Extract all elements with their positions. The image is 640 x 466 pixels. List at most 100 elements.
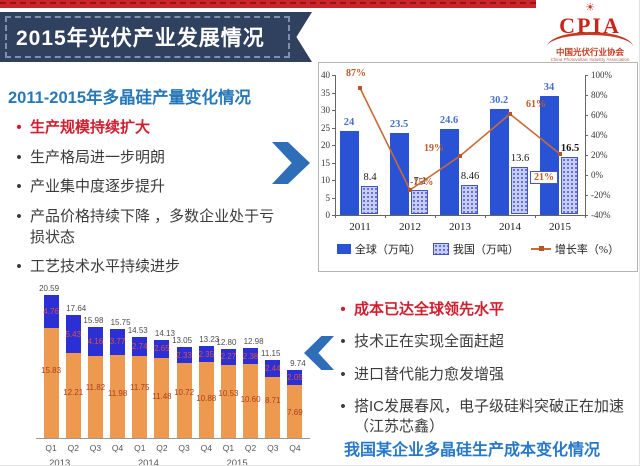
- lower-label-9: 10.53: [218, 388, 239, 398]
- stack-bar-upper-7: [176, 347, 192, 364]
- quarter-label-10: Q2: [244, 443, 257, 453]
- lower-label-8: 10.88: [196, 394, 217, 404]
- stack-bar-lower-8: [198, 362, 214, 438]
- total-label-1: 20.59: [39, 283, 60, 293]
- bar-china-2013: [461, 185, 478, 214]
- y-tick-label-left: 40: [321, 70, 330, 80]
- stack-bar-upper-2: [65, 315, 81, 354]
- legend-swatch: [530, 246, 551, 251]
- legend-item: 我国（万吨）: [432, 241, 519, 257]
- bar-china-2015: [561, 157, 578, 214]
- top-red-strip: [0, 0, 536, 8]
- y-tick-left: [332, 127, 335, 129]
- stack-bar-lower-10: [243, 364, 259, 438]
- y-tick-label-left: 15: [321, 157, 330, 168]
- lower-label-7: 10.72: [174, 387, 195, 397]
- quarter-label-6: Q2: [156, 443, 168, 453]
- stack-bar-lower-11: [265, 377, 281, 438]
- total-label-7: 13.05: [172, 336, 193, 346]
- lower-label-4: 11.98: [107, 389, 128, 399]
- y-axis-left: [335, 75, 336, 215]
- upper-label-3: 4.16: [87, 336, 104, 346]
- lower-label-11: 8.71: [264, 396, 281, 406]
- lower-label-5: 11.75: [130, 383, 150, 393]
- upper-label-1: 4.76: [43, 306, 59, 316]
- y-tick-label-right: 60%: [591, 110, 608, 120]
- lower-label-3: 11.82: [85, 383, 106, 393]
- left-section: 2011-2015年多晶硅产量变化情况 • 生产规模持续扩大 • 生产格局进一步明朗…: [8, 84, 284, 287]
- year-label-2014: 2014: [137, 458, 159, 466]
- y-tick-label-right: 0%: [591, 170, 603, 180]
- y-tick-left: [332, 75, 335, 76]
- stack-bar-lower-3: [87, 355, 103, 438]
- upper-label-7: 2.33: [176, 350, 192, 360]
- x-group-tick: [535, 215, 536, 218]
- lower-label-1: 15.83: [41, 365, 62, 375]
- stack-bar-upper-12: [287, 370, 303, 385]
- y-tick-label-left: 30: [321, 105, 330, 115]
- bar-label-china-2011: 8.4: [363, 171, 377, 183]
- bar-label-global-2014: 30.2: [489, 95, 509, 107]
- bullet-dot: •: [16, 208, 22, 226]
- x-category-label-2012: 2012: [399, 221, 421, 233]
- stack-bar-upper-9: [220, 349, 236, 365]
- title-banner: 2015年光伏产业发展情况: [0, 12, 312, 62]
- total-label-3: 15.98: [83, 315, 104, 325]
- chart-legend: 全球（万吨） 我国（万吨） 增长率（%）: [319, 241, 637, 257]
- quarter-label-4: Q4: [111, 443, 124, 453]
- bar-global-2012: [390, 132, 409, 215]
- left-bullet-list: • 生产规模持续扩大 • 生产格局进一步明朗 • 产业集中度逐步提升 • 产品价格持续下…: [8, 118, 284, 278]
- stack-bar-lower-7: [176, 363, 192, 438]
- lower-label-10: 10.60: [240, 395, 261, 405]
- legend-label: 增长率（%）: [554, 244, 620, 256]
- legend-item: 全球（万吨）: [336, 241, 421, 257]
- stack-bar-upper-5: [132, 337, 148, 357]
- total-label-6: 14.13: [154, 328, 175, 338]
- quarter-label-8: Q4: [200, 443, 212, 453]
- cost-chart-caption: 我国某企业多晶硅生产成本变化情况: [344, 442, 601, 459]
- bar-label-china-2015: 16.5: [560, 143, 580, 155]
- stack-bar-upper-3: [87, 326, 103, 356]
- bullet-item: • 技术正在实现全面赶超: [332, 332, 632, 352]
- bullet-item: • 产品价格持续下降 ，多数企业处于亏损状态: [8, 207, 284, 248]
- bar-label-global-2013: 24.6: [439, 114, 459, 126]
- year-label-2013: 2013: [49, 458, 71, 466]
- total-label-2: 17.64: [66, 304, 87, 314]
- production-chart: 40 35 30 25 20 15 10 5 0 100% 80% 60% 40% 20% 0% -20% -4…: [318, 62, 638, 272]
- upper-label-11: 2.44: [264, 364, 281, 374]
- x-category-label-2011: 2011: [349, 221, 371, 233]
- quarter-label-2: Q2: [67, 443, 79, 453]
- x-axis: [36, 438, 310, 439]
- bar-china-2014: [511, 167, 528, 214]
- stack-bar-upper-8: [198, 346, 214, 363]
- y-tick-label-left: 0: [325, 210, 331, 220]
- bullet-dot: •: [16, 119, 22, 136]
- legend-label: 我国（万吨）: [452, 244, 519, 256]
- growth-label-2015: 21%: [530, 171, 558, 184]
- y-tick-label-right: 40%: [591, 130, 608, 140]
- upper-label-9: 2.27: [220, 352, 237, 362]
- total-label-8: 13.23: [199, 335, 220, 345]
- y-tick-label-right: 100%: [591, 70, 612, 80]
- legend-item: 增长率（%）: [530, 241, 620, 257]
- growth-label-2013: 19%: [424, 143, 444, 154]
- stack-bar-upper-11: [265, 360, 281, 378]
- bar-global-2011: [340, 131, 359, 215]
- bar-label-china-2014: 13.6: [510, 153, 530, 165]
- y-tick-label-right: -40%: [591, 210, 611, 220]
- strip-stitch-line: [0, 2, 536, 4]
- bullet-dot: •: [340, 301, 346, 318]
- bullet-item: • 工艺技术水平持续进步: [8, 257, 284, 278]
- bar-global-2015: [540, 96, 559, 215]
- y-tick-right: [585, 215, 588, 216]
- y-tick-left: [332, 110, 335, 111]
- upper-label-8: 2.35: [198, 349, 215, 359]
- logo-abbreviation: CPIA: [559, 13, 621, 38]
- y-tick-label-right: -20%: [591, 190, 611, 200]
- quarter-label-3: Q3: [89, 443, 102, 453]
- right-section: • 成本已达全球领先水平 • 技术正在实现全面赶超 • 进口替代能力愈发增强 • 搭IC…: [332, 290, 632, 449]
- logo-org-name-cn: 中国光伏行业协会: [555, 47, 624, 58]
- y-tick-right: [585, 95, 588, 96]
- total-label-11: 11.15: [261, 349, 281, 359]
- quarter-label-12: Q4: [289, 443, 301, 453]
